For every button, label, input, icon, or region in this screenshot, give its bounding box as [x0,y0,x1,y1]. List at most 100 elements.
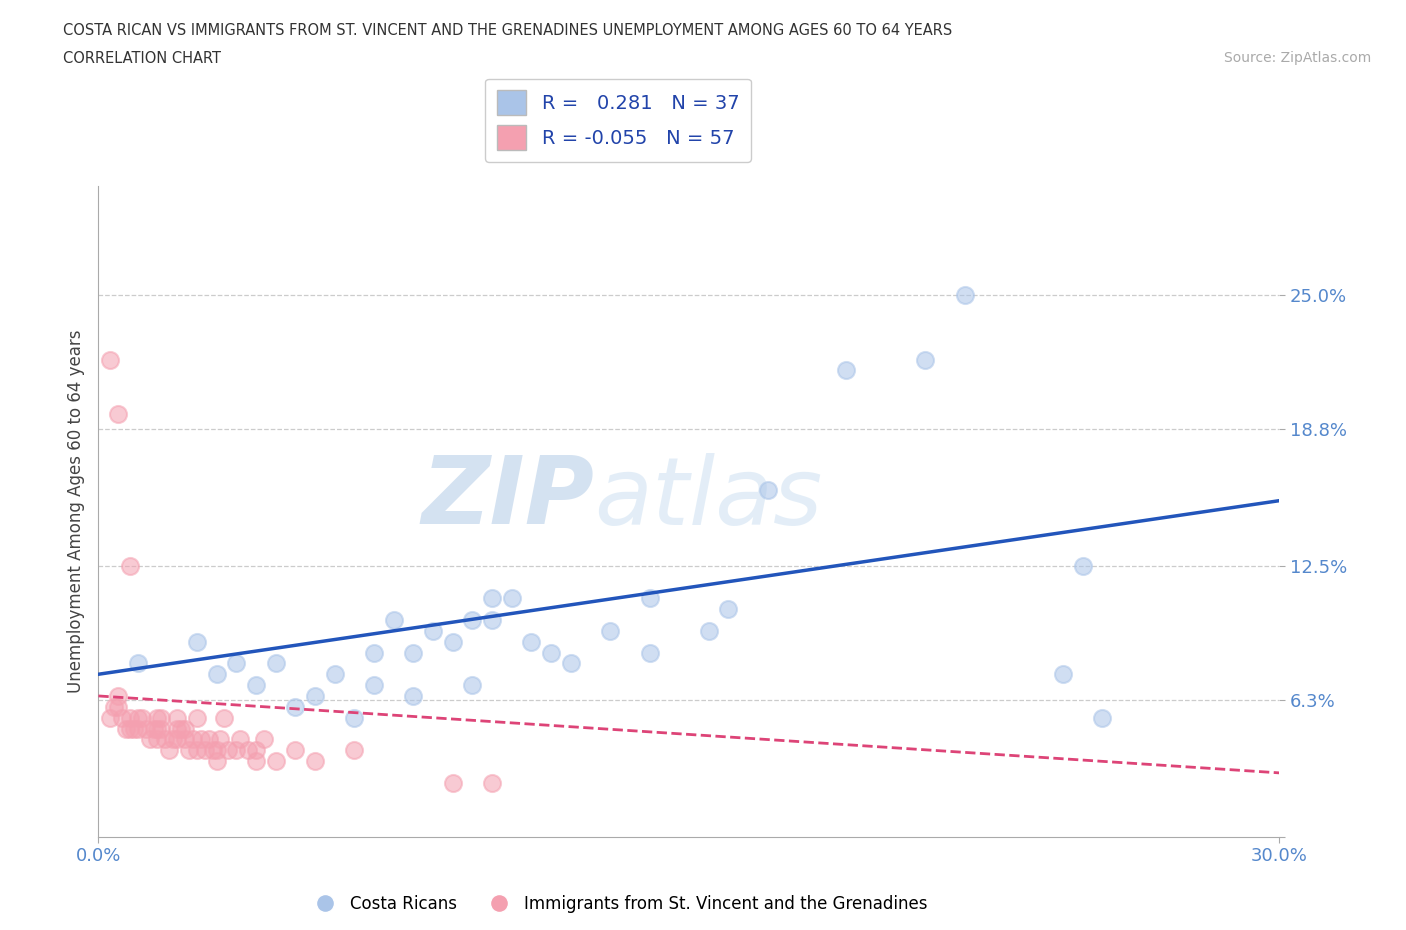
Point [264,753,287,768]
Point [264,656,287,671]
Point [501,591,523,605]
Text: atlas: atlas [595,453,823,544]
Point [115,721,138,736]
Point [157,743,180,758]
Point [209,732,232,747]
Point [107,688,129,703]
Point [245,743,267,758]
Point [162,732,184,747]
Point [245,678,267,693]
Point [1071,558,1094,573]
Point [304,688,326,703]
Text: ZIP: ZIP [422,453,595,544]
Point [461,613,484,628]
Point [186,711,208,725]
Point [135,721,157,736]
Point [225,656,247,671]
Point [166,732,188,747]
Point [638,591,661,605]
Point [166,721,188,736]
Point [118,558,141,573]
Point [1091,711,1114,725]
Point [166,711,188,725]
Legend: Costa Ricans, Immigrants from St. Vincent and the Grenadines: Costa Ricans, Immigrants from St. Vincen… [302,888,934,920]
Point [441,634,464,649]
Point [138,732,160,747]
Point [229,732,252,747]
Point [481,776,503,790]
Point [197,732,219,747]
Point [835,363,858,378]
Point [540,645,562,660]
Point [186,743,208,758]
Point [205,743,228,758]
Point [481,591,503,605]
Point [150,711,173,725]
Point [194,743,217,758]
Point [127,721,149,736]
Point [599,623,621,638]
Point [441,776,464,790]
Point [174,732,197,747]
Text: CORRELATION CHART: CORRELATION CHART [63,51,221,66]
Point [146,732,169,747]
Point [107,699,129,714]
Point [201,743,224,758]
Point [186,634,208,649]
Point [461,678,484,693]
Point [155,732,177,747]
Point [236,743,259,758]
Point [142,721,165,736]
Point [343,711,366,725]
Point [914,352,936,367]
Point [481,613,503,628]
Text: Source: ZipAtlas.com: Source: ZipAtlas.com [1223,51,1371,65]
Point [402,645,425,660]
Point [170,721,193,736]
Point [717,602,740,617]
Point [190,732,212,747]
Point [214,711,236,725]
Point [205,667,228,682]
Point [953,287,976,302]
Point [98,711,121,725]
Point [122,721,145,736]
Point [217,743,239,758]
Point [174,721,197,736]
Point [560,656,582,671]
Point [181,732,204,747]
Point [103,699,125,714]
Point [146,711,169,725]
Point [304,753,326,768]
Point [363,678,385,693]
Point [205,753,228,768]
Point [127,656,149,671]
Point [323,667,346,682]
Point [284,699,307,714]
Point [402,688,425,703]
Point [127,711,149,725]
Point [253,732,276,747]
Point [1052,667,1074,682]
Y-axis label: Unemployment Among Ages 60 to 64 years: Unemployment Among Ages 60 to 64 years [66,330,84,693]
Point [118,711,141,725]
Point [131,711,153,725]
Text: COSTA RICAN VS IMMIGRANTS FROM ST. VINCENT AND THE GRENADINES UNEMPLOYMENT AMONG: COSTA RICAN VS IMMIGRANTS FROM ST. VINCE… [63,23,952,38]
Point [118,721,141,736]
Point [146,721,169,736]
Point [245,753,267,768]
Point [343,743,366,758]
Point [107,406,129,421]
Point [382,613,405,628]
Point [422,623,444,638]
Point [363,645,385,660]
Point [697,623,720,638]
Point [638,645,661,660]
Point [111,711,134,725]
Point [225,743,247,758]
Point [520,634,543,649]
Point [150,721,173,736]
Point [177,743,200,758]
Point [98,352,121,367]
Point [284,743,307,758]
